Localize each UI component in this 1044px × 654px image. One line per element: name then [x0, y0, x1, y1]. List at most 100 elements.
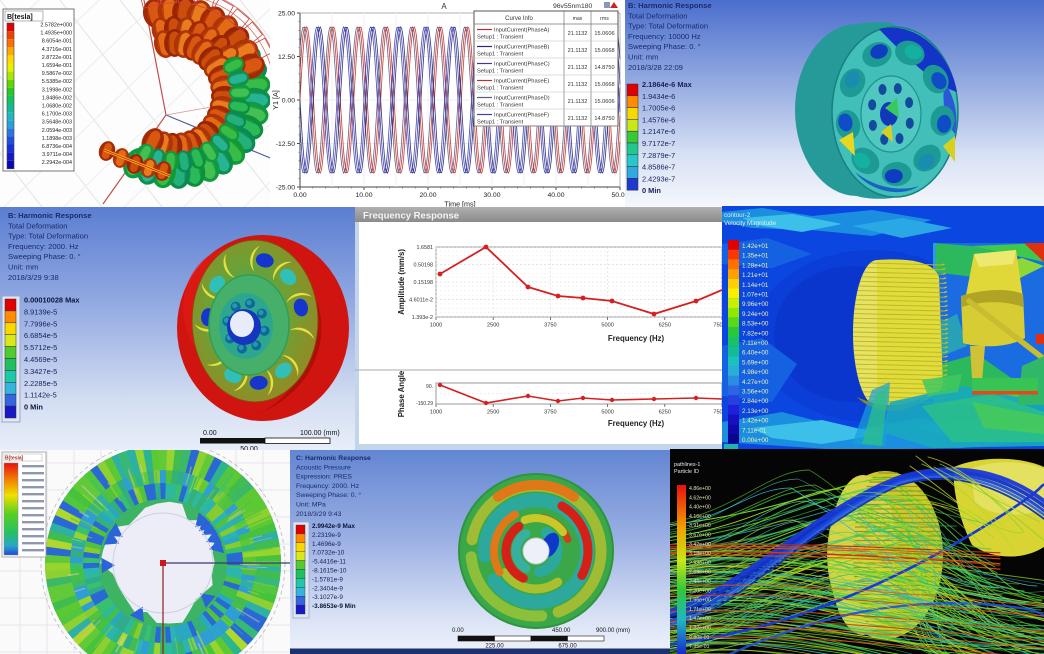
svg-text:2500: 2500 — [487, 410, 499, 416]
svg-text:2018/3/29 9:38: 2018/3/29 9:38 — [8, 273, 59, 282]
svg-text:1.07e+01: 1.07e+01 — [742, 292, 769, 299]
svg-text:21.1132: 21.1132 — [568, 99, 588, 105]
svg-text:Acoustic Pressure: Acoustic Pressure — [296, 464, 351, 471]
svg-text:1.4935e+000: 1.4935e+000 — [40, 31, 72, 37]
svg-text:InputCurrent(PhaseC): InputCurrent(PhaseC) — [494, 62, 550, 68]
svg-text:-1.5781e-9: -1.5781e-9 — [312, 576, 343, 583]
svg-text:B[tesla]: B[tesla] — [7, 14, 33, 21]
svg-text:Setup1 : Transient: Setup1 : Transient — [477, 35, 524, 41]
svg-text:Setup1 : Transient: Setup1 : Transient — [477, 69, 524, 75]
svg-text:2.0594e-003: 2.0594e-003 — [42, 128, 72, 134]
svg-text:5.5385e-002: 5.5385e-002 — [42, 79, 72, 85]
svg-text:C: Harmonic Response: C: Harmonic Response — [296, 455, 371, 462]
svg-text:4.3716e-001: 4.3716e-001 — [42, 47, 72, 53]
svg-text:A: A — [441, 2, 447, 11]
svg-text:6.40e+00: 6.40e+00 — [742, 350, 769, 357]
svg-text:10.00: 10.00 — [355, 192, 372, 199]
svg-text:4.27e+00: 4.27e+00 — [742, 379, 769, 386]
svg-text:Sweeping Phase: 0. °: Sweeping Phase: 0. ° — [296, 491, 361, 499]
svg-text:Frequency Response: Frequency Response — [363, 211, 459, 222]
svg-text:Sweeping Phase: 0. °: Sweeping Phase: 0. ° — [628, 42, 701, 51]
svg-text:0.00: 0.00 — [282, 97, 295, 104]
svg-text:0.00: 0.00 — [452, 628, 464, 634]
svg-text:1.14e+01: 1.14e+01 — [742, 282, 769, 289]
svg-text:1.4576e-6: 1.4576e-6 — [642, 115, 675, 124]
svg-text:30.00: 30.00 — [483, 192, 500, 199]
svg-text:15.0668: 15.0668 — [594, 48, 614, 54]
svg-text:7.0732e-10: 7.0732e-10 — [312, 550, 345, 557]
svg-text:4.86e+00: 4.86e+00 — [689, 486, 711, 492]
svg-text:20.00: 20.00 — [419, 192, 436, 199]
svg-text:Velocity Magnitude: Velocity Magnitude — [724, 220, 776, 227]
svg-text:3.56e+00: 3.56e+00 — [742, 389, 769, 396]
svg-text:Setup1 : Transient: Setup1 : Transient — [477, 120, 524, 126]
svg-text:25.00: 25.00 — [278, 10, 295, 17]
svg-text:0.00: 0.00 — [203, 430, 217, 437]
svg-text:5.5712e-5: 5.5712e-5 — [24, 343, 57, 352]
svg-text:2.69e+00: 2.69e+00 — [689, 570, 711, 576]
svg-text:Setup1 : Transient: Setup1 : Transient — [477, 86, 524, 92]
svg-text:96v55nm180: 96v55nm180 — [553, 3, 593, 10]
svg-text:2.4293e-7: 2.4293e-7 — [642, 174, 675, 183]
svg-text:6.8736e-004: 6.8736e-004 — [42, 144, 72, 150]
svg-text:15.0668: 15.0668 — [594, 82, 614, 88]
svg-text:-2.3404e-9: -2.3404e-9 — [312, 585, 343, 592]
svg-text:-5.4416e-11: -5.4416e-11 — [312, 559, 346, 566]
svg-text:Phase Angle: Phase Angle — [397, 370, 406, 417]
svg-text:21.1132: 21.1132 — [568, 48, 588, 54]
svg-text:1.42e+01: 1.42e+01 — [742, 243, 769, 250]
svg-text:4.8586e-7: 4.8586e-7 — [642, 163, 675, 172]
svg-text:2.5782e+000: 2.5782e+000 — [40, 23, 72, 29]
svg-text:2.2285e-5: 2.2285e-5 — [24, 379, 57, 388]
svg-text:pathlines-1: pathlines-1 — [674, 462, 700, 468]
svg-text:-8.1615e-10: -8.1615e-10 — [312, 568, 347, 575]
svg-text:4.16e+00: 4.16e+00 — [689, 514, 711, 520]
svg-text:0.00: 0.00 — [293, 192, 306, 199]
svg-text:Total Deformation: Total Deformation — [628, 11, 688, 20]
svg-text:6.1700e-003: 6.1700e-003 — [42, 112, 72, 118]
svg-text:Sweeping Phase: 0. °: Sweeping Phase: 0. ° — [8, 252, 81, 261]
svg-text:Frequency (Hz): Frequency (Hz) — [608, 419, 665, 428]
svg-text:1.71e+00: 1.71e+00 — [689, 607, 711, 613]
svg-text:3.67e+00: 3.67e+00 — [689, 533, 711, 539]
svg-text:4.40e+00: 4.40e+00 — [689, 505, 711, 511]
svg-text:2.44e+00: 2.44e+00 — [689, 579, 711, 585]
svg-text:4.6011e-2: 4.6011e-2 — [409, 298, 433, 304]
svg-text:21.1132: 21.1132 — [568, 31, 588, 37]
svg-text:12.50: 12.50 — [278, 54, 295, 61]
svg-text:1.21e+01: 1.21e+01 — [742, 272, 769, 279]
svg-text:2018/3/29 9:43: 2018/3/29 9:43 — [296, 511, 342, 518]
svg-text:max: max — [573, 16, 583, 22]
svg-text:750: 750 — [713, 323, 722, 329]
svg-text:3750: 3750 — [544, 323, 556, 329]
svg-text:1000: 1000 — [430, 410, 442, 416]
svg-text:Type: Total Deformation: Type: Total Deformation — [8, 232, 88, 241]
svg-text:900.00 (mm): 900.00 (mm) — [596, 628, 630, 634]
svg-text:7.11e+00: 7.11e+00 — [742, 340, 768, 347]
svg-text:50.00: 50.00 — [240, 446, 258, 450]
svg-text:1.4696e-9: 1.4696e-9 — [312, 541, 341, 548]
svg-text:0 Min: 0 Min — [24, 403, 43, 412]
svg-text:-150.29: -150.29 — [416, 401, 433, 407]
svg-text:Frequency: 2000. Hz: Frequency: 2000. Hz — [8, 242, 79, 251]
svg-text:1.96e+00: 1.96e+00 — [689, 598, 711, 604]
svg-text:14.8750: 14.8750 — [594, 65, 614, 71]
svg-text:50.00: 50.00 — [611, 192, 625, 199]
svg-text:InputCurrent(PhaseE): InputCurrent(PhaseE) — [494, 79, 549, 85]
svg-text:2.13e+00: 2.13e+00 — [742, 408, 769, 415]
svg-text:6250: 6250 — [659, 410, 671, 416]
svg-text:3.3427e-5: 3.3427e-5 — [24, 367, 57, 376]
svg-text:Unit: MPa: Unit: MPa — [296, 502, 326, 509]
svg-text:Frequency: 10000 Hz: Frequency: 10000 Hz — [628, 32, 701, 41]
svg-text:Expression: PRES: Expression: PRES — [296, 474, 352, 481]
svg-text:InputCurrent(PhaseB): InputCurrent(PhaseB) — [494, 45, 549, 51]
svg-text:Total Deformation: Total Deformation — [8, 221, 68, 230]
svg-text:Time [ms]: Time [ms] — [444, 200, 475, 208]
svg-text:Curve Info: Curve Info — [505, 16, 533, 22]
svg-text:Y1 [A]: Y1 [A] — [271, 90, 280, 110]
svg-text:Unit: mm: Unit: mm — [628, 53, 658, 62]
svg-text:8.6054e-001: 8.6054e-001 — [42, 39, 72, 45]
svg-text:9.80e-01: 9.80e-01 — [689, 635, 710, 641]
svg-text:Frequency: 2000. Hz: Frequency: 2000. Hz — [296, 483, 360, 490]
svg-text:0.50198: 0.50198 — [414, 263, 434, 269]
